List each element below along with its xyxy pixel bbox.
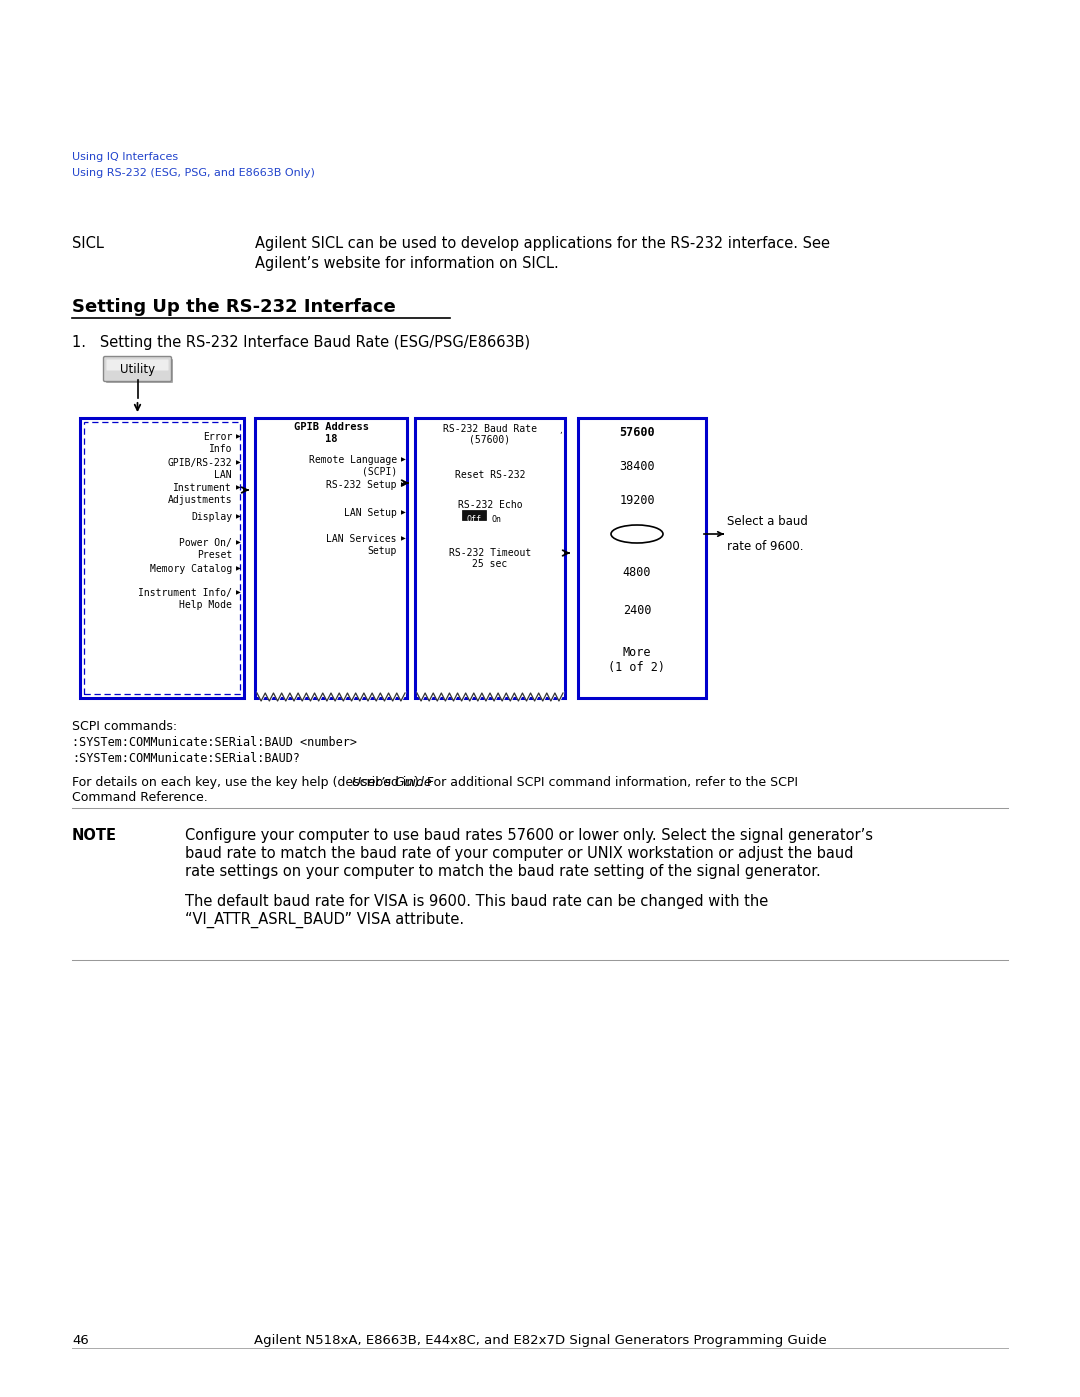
Text: :SYSTem:COMMunicate:SERial:BAUD <number>: :SYSTem:COMMunicate:SERial:BAUD <number> bbox=[72, 736, 357, 749]
Text: baud rate to match the baud rate of your computer or UNIX workstation or adjust : baud rate to match the baud rate of your… bbox=[185, 847, 853, 861]
Text: ▶: ▶ bbox=[237, 514, 241, 520]
Text: ▶: ▶ bbox=[237, 461, 241, 465]
Ellipse shape bbox=[611, 525, 663, 543]
Text: 46: 46 bbox=[72, 1334, 89, 1347]
Text: Display: Display bbox=[191, 511, 232, 522]
FancyBboxPatch shape bbox=[107, 359, 168, 370]
Text: Reset RS-232: Reset RS-232 bbox=[455, 469, 525, 481]
Text: Instrument Info/
Help Mode: Instrument Info/ Help Mode bbox=[138, 588, 232, 609]
Text: NOTE: NOTE bbox=[72, 828, 117, 842]
FancyBboxPatch shape bbox=[578, 418, 706, 698]
Text: rate settings on your computer to match the baud rate setting of the signal gene: rate settings on your computer to match … bbox=[185, 863, 821, 879]
Text: ). For additional SCPI command information, refer to the SCPI: ). For additional SCPI command informati… bbox=[415, 775, 798, 789]
Text: For details on each key, use the key help (described in: For details on each key, use the key hel… bbox=[72, 775, 418, 789]
Text: ▶: ▶ bbox=[401, 457, 406, 462]
Text: Using IQ Interfaces: Using IQ Interfaces bbox=[72, 152, 178, 162]
Text: More
(1 of 2): More (1 of 2) bbox=[608, 645, 665, 673]
Text: rate of 9600.: rate of 9600. bbox=[727, 541, 804, 553]
Text: ▶: ▶ bbox=[237, 567, 241, 571]
Text: (57600): (57600) bbox=[470, 434, 511, 446]
FancyBboxPatch shape bbox=[255, 418, 407, 698]
Text: ▶: ▶ bbox=[401, 536, 406, 542]
Text: GPIB Address
18: GPIB Address 18 bbox=[294, 422, 368, 444]
Text: The default baud rate for VISA is 9600. This baud rate can be changed with the: The default baud rate for VISA is 9600. … bbox=[185, 894, 768, 909]
Text: 2400: 2400 bbox=[623, 604, 651, 617]
Text: RS-232 Timeout: RS-232 Timeout bbox=[449, 548, 531, 557]
Text: Remote Language
(SCPI): Remote Language (SCPI) bbox=[309, 455, 397, 476]
Text: Agilent SICL can be used to develop applications for the RS-232 interface. See: Agilent SICL can be used to develop appl… bbox=[255, 236, 831, 251]
Text: Memory Catalog: Memory Catalog bbox=[150, 564, 232, 574]
Text: 57600: 57600 bbox=[619, 426, 654, 439]
Text: 4800: 4800 bbox=[623, 566, 651, 578]
FancyBboxPatch shape bbox=[80, 418, 244, 698]
Text: SICL: SICL bbox=[72, 236, 104, 251]
FancyBboxPatch shape bbox=[106, 359, 173, 383]
Text: RS-232 Echo: RS-232 Echo bbox=[458, 500, 523, 510]
Text: “VI_ATTR_ASRL_BAUD” VISA attribute.: “VI_ATTR_ASRL_BAUD” VISA attribute. bbox=[185, 912, 464, 928]
Text: SCPI commands:: SCPI commands: bbox=[72, 719, 177, 733]
Text: 25 sec: 25 sec bbox=[472, 559, 508, 569]
Text: Using RS-232 (ESG, PSG, and E8663B Only): Using RS-232 (ESG, PSG, and E8663B Only) bbox=[72, 168, 315, 177]
Text: 38400: 38400 bbox=[619, 460, 654, 474]
Text: Utility: Utility bbox=[120, 363, 156, 377]
Text: ▶: ▶ bbox=[401, 482, 406, 488]
FancyBboxPatch shape bbox=[462, 510, 486, 520]
Text: ▶: ▶ bbox=[237, 434, 241, 440]
Text: LAN Services
Setup: LAN Services Setup bbox=[326, 534, 397, 556]
Text: ▶: ▶ bbox=[401, 510, 406, 515]
Text: Configure your computer to use baud rates 57600 or lower only. Select the signal: Configure your computer to use baud rate… bbox=[185, 828, 873, 842]
Text: Agilent’s website for information on SICL.: Agilent’s website for information on SIC… bbox=[255, 256, 558, 271]
Text: ,: , bbox=[559, 426, 562, 434]
Text: Agilent N518xA, E8663B, E44x8C, and E82x7D Signal Generators Programming Guide: Agilent N518xA, E8663B, E44x8C, and E82x… bbox=[254, 1334, 826, 1347]
Text: Instrument
Adjustments: Instrument Adjustments bbox=[167, 483, 232, 504]
Text: 9600: 9600 bbox=[623, 528, 651, 541]
Text: 1.   Setting the RS-232 Interface Baud Rate (ESG/PSG/E8663B): 1. Setting the RS-232 Interface Baud Rat… bbox=[72, 335, 530, 351]
Text: ▶: ▶ bbox=[237, 591, 241, 595]
Text: ▶: ▶ bbox=[237, 541, 241, 545]
Text: LAN Setup: LAN Setup bbox=[345, 509, 397, 518]
Text: Select a baud: Select a baud bbox=[727, 515, 808, 528]
Text: Off: Off bbox=[467, 515, 482, 524]
Text: RS-232 Setup: RS-232 Setup bbox=[326, 481, 397, 490]
Text: RS-232 Baud Rate: RS-232 Baud Rate bbox=[443, 425, 537, 434]
Text: ▶: ▶ bbox=[237, 486, 241, 490]
Text: GPIB/RS-232
LAN: GPIB/RS-232 LAN bbox=[167, 458, 232, 479]
Text: :SYSTem:COMMunicate:SERial:BAUD?: :SYSTem:COMMunicate:SERial:BAUD? bbox=[72, 752, 300, 766]
FancyBboxPatch shape bbox=[104, 356, 172, 381]
Text: 19200: 19200 bbox=[619, 495, 654, 507]
Text: Setting Up the RS-232 Interface: Setting Up the RS-232 Interface bbox=[72, 298, 395, 316]
Text: User’s Guide: User’s Guide bbox=[352, 775, 432, 789]
Text: Error
Info: Error Info bbox=[203, 432, 232, 454]
Text: On: On bbox=[492, 515, 502, 524]
Text: Command Reference.: Command Reference. bbox=[72, 791, 207, 805]
FancyBboxPatch shape bbox=[415, 418, 565, 698]
Text: Power On/
Preset: Power On/ Preset bbox=[179, 538, 232, 560]
